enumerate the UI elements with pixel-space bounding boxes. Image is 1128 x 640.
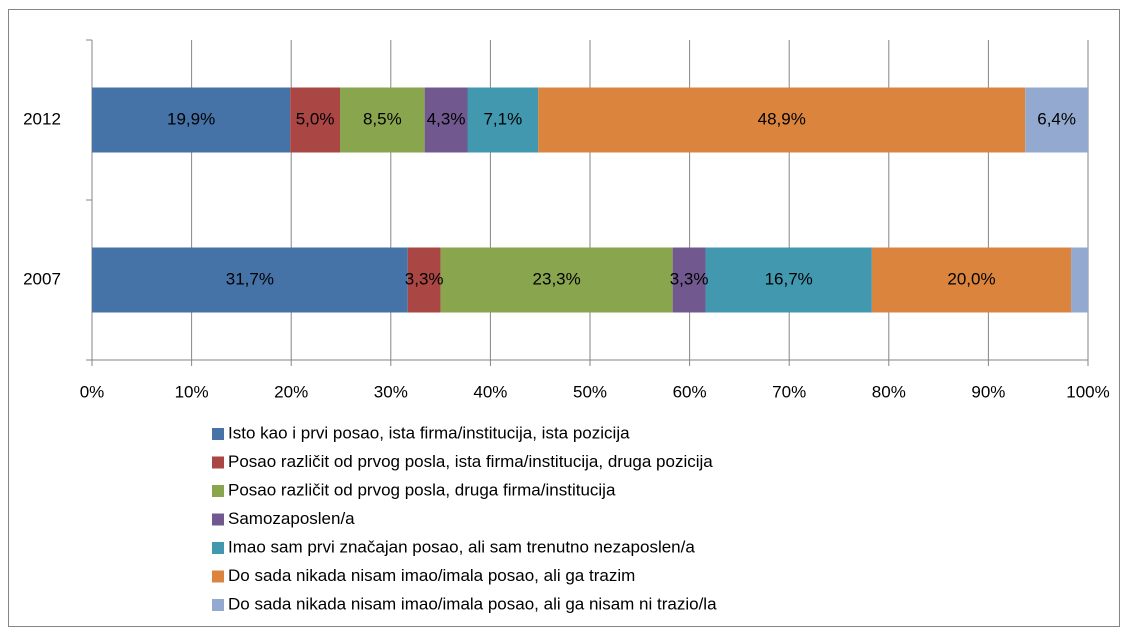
y-tick-label: 2007 [23,269,61,288]
bar-segment [1071,247,1088,313]
legend-swatch [212,570,224,583]
legend-swatch [212,428,224,440]
bars [92,87,1088,313]
bar-segment [538,87,1026,153]
bar-segment [92,247,408,313]
legend-swatch [212,599,224,611]
x-tick-label: 40% [473,382,507,401]
legend-label: Posao različit od prvog posla, druga fir… [228,480,616,499]
bar-segment [290,87,341,153]
y-tick-label: 2012 [23,109,61,128]
data-label: 8,5% [363,109,402,128]
bar-segment [440,247,673,313]
x-tick-label: 10% [175,382,209,401]
data-label: 31,7% [226,269,274,288]
bar-segment [672,247,706,313]
x-tick-label: 30% [374,382,408,401]
bar-segment [1025,87,1088,153]
data-label: 3,3% [405,269,444,288]
x-tick-label: 20% [274,382,308,401]
bar-segment [424,87,468,153]
bar-segment [407,247,441,313]
legend-swatch [212,513,224,526]
data-label: 7,1% [483,109,522,128]
data-label: 3,3% [670,269,709,288]
legend-label: Isto kao i prvi posao, ista firma/instit… [228,423,630,442]
data-label: 4,3% [427,109,466,128]
x-tick-label: 80% [872,382,906,401]
legend-label: Do sada nikada nisam imao/imala posao, a… [228,566,635,585]
x-tick-label: 0% [80,382,105,401]
x-tick-label: 100% [1066,382,1109,401]
bar-segment [871,247,1072,313]
data-label: 20,0% [947,269,995,288]
data-label: 23,3% [533,269,581,288]
legend-label: Samozaposlen/a [228,509,355,528]
bar-segment [92,87,291,153]
data-label: 16,7% [765,269,813,288]
data-label: 48,9% [758,109,806,128]
legend-swatch [212,542,224,554]
data-label: 6,4% [1037,109,1076,128]
x-tick-label: 60% [673,382,707,401]
legend-label: Posao različit od prvog posla, ista firm… [228,452,713,471]
legend-swatch [212,456,224,469]
bar-segment [705,247,872,313]
bar-segment [340,87,425,153]
legend-swatch [212,485,224,497]
data-label: 19,9% [167,109,215,128]
x-tick-label: 70% [772,382,806,401]
legend-label: Do sada nikada nisam imao/imala posao, a… [228,594,717,613]
data-label: 5,0% [296,109,335,128]
legend-label: Imao sam prvi značajan posao, ali sam tr… [228,537,695,556]
bar-segment [467,87,539,153]
x-tick-label: 90% [971,382,1005,401]
x-tick-label: 50% [573,382,607,401]
